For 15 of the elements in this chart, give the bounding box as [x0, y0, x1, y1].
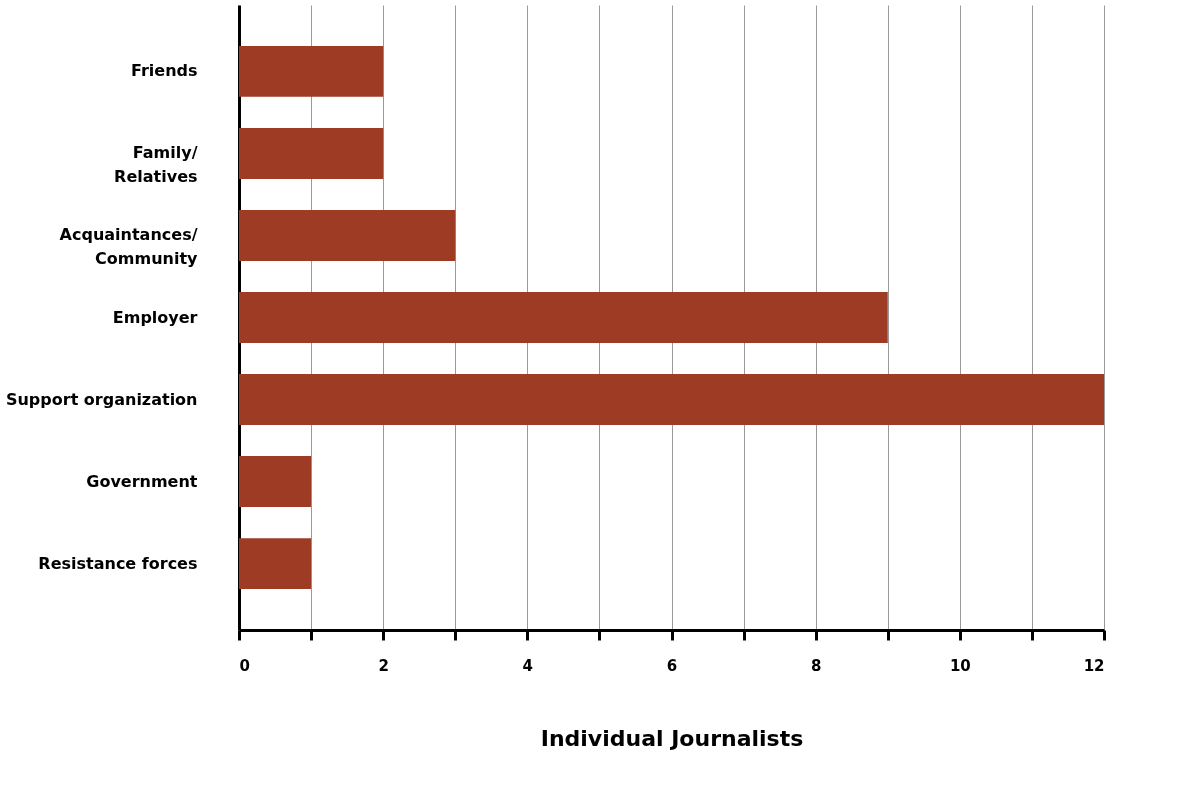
x-tick-label: 0 — [239, 656, 250, 675]
y-tick-label: Acquaintances/Community — [59, 225, 199, 269]
y-tick-label: Friends — [131, 61, 198, 81]
y-tick-label: Support organization — [5, 389, 198, 409]
y-tick-label: Employer — [112, 307, 198, 327]
x-tick-label: 4 — [522, 656, 534, 675]
x-axis-title: Individual Journalists — [540, 725, 804, 751]
x-tick-label: 2 — [378, 656, 389, 675]
x-tick-label: 8 — [810, 656, 822, 675]
y-tick-label: Government — [86, 471, 198, 491]
y-tick-label: Family/Relatives — [114, 143, 198, 187]
x-tick-label: 12 — [1083, 656, 1105, 675]
x-tick-label: 10 — [949, 656, 971, 675]
x-tick-label: 6 — [666, 656, 678, 675]
y-tick-label: Resistance forces — [38, 553, 198, 573]
